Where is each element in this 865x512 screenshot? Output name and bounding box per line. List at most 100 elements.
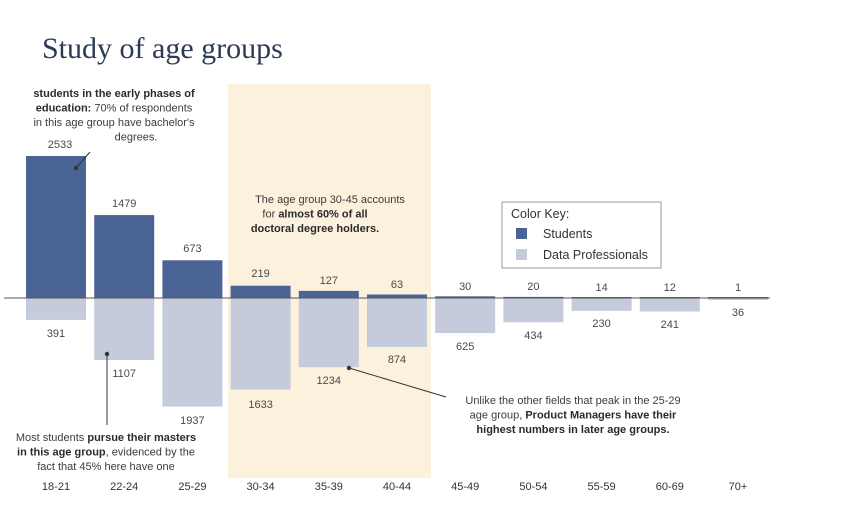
label-data-professionals-45-49: 625: [456, 341, 474, 353]
legend-swatch-data-professionals: [516, 249, 527, 260]
annotation-a1-line-2-part-2: 70% of respondents: [91, 103, 192, 115]
bar-students-22-24: [94, 215, 155, 298]
annotation-a2-line-2-part-1: for: [262, 209, 278, 221]
annotation-a1-line-3: in this age group have bachelor's: [33, 117, 195, 129]
annotation-a3-line-1-part-1: Unlike the other fields that peak in the…: [465, 395, 680, 407]
legend-box: [501, 201, 662, 269]
bar-data-professionals-18-21: [26, 298, 86, 320]
annotation-a2-line-2: for almost 60% of all: [262, 209, 367, 221]
chart-title: Study of age groups: [42, 32, 283, 65]
label-data-professionals-35-39: 1234: [317, 375, 341, 387]
leader-line-18-21: [75, 151, 91, 169]
x-tick-35-39: 35-39: [315, 481, 343, 493]
bar-students-40-44: [367, 294, 427, 298]
label-students-50-54: 20: [527, 281, 539, 293]
label-students-55-59: 14: [595, 282, 607, 294]
annotation-a1-line-4-part-1: degrees.: [115, 132, 158, 144]
legend-swatch-students: [516, 228, 527, 239]
annotation-a4-line-1-part-1: Most students: [16, 432, 88, 444]
label-data-professionals-50-54: 434: [524, 330, 542, 342]
x-tick-22-24: 22-24: [110, 481, 138, 493]
annotation-a4-line-2-part-2: , evidenced by the: [106, 447, 195, 459]
label-data-professionals-22-24: 1107: [112, 368, 136, 380]
legend-label-students: Students: [543, 227, 592, 241]
annotation-a2-line-2-part-2: almost 60% of all: [278, 209, 367, 221]
annotation-a1-line-1: students in the early phases of: [33, 88, 195, 100]
bar-students-18-21: [26, 156, 86, 298]
annotation-a3-line-2: age group, Product Managers have their: [470, 410, 677, 422]
label-data-professionals-55-59: 230: [592, 318, 610, 330]
label-data-professionals-70plus: 36: [732, 307, 744, 319]
annotation-a1: students in the early phases of education…: [33, 88, 195, 144]
annotation-a2-line-3: doctoral degree holders.: [251, 223, 379, 235]
bar-data-professionals-25-29: [162, 298, 223, 407]
bar-students-30-34: [230, 285, 291, 298]
x-tick-70plus: 70+: [729, 481, 748, 493]
annotation-a3-line-2-part-1: age group,: [470, 410, 526, 422]
bar-data-professionals-40-44: [367, 298, 427, 347]
annotation-a3-line-1: Unlike the other fields that peak in the…: [465, 395, 680, 407]
legend: Color Key: Students Data Professionals: [501, 201, 662, 269]
label-students-70plus: 1: [735, 282, 741, 294]
bar-data-professionals-55-59: [571, 298, 632, 311]
bar-data-professionals-22-24: [94, 298, 155, 361]
label-students-18-21: 2533: [48, 139, 72, 151]
annotation-a3-line-2-part-2: Product Managers have their: [525, 410, 677, 422]
bar-students-45-49: [435, 296, 496, 298]
annotation-a4-line-3-part-1: fact that 45% here have one: [37, 461, 175, 473]
annotation-a1-line-1-part-1: students in the early phases of: [33, 88, 195, 100]
bar-students-35-39: [298, 290, 359, 298]
label-students-45-49: 30: [459, 281, 471, 293]
label-students-22-24: 1479: [112, 198, 136, 210]
annotation-a3-line-3: highest numbers in later age groups.: [476, 424, 669, 436]
annotation-a4-line-1: Most students pursue their masters: [16, 432, 196, 444]
label-students-60-69: 12: [664, 282, 676, 294]
x-tick-18-21: 18-21: [42, 481, 70, 493]
label-data-professionals-60-69: 241: [661, 319, 679, 331]
label-students-40-44: 63: [391, 279, 403, 291]
x-tick-40-44: 40-44: [383, 481, 411, 493]
label-data-professionals-30-34: 1633: [248, 399, 272, 411]
leader-dot-35-39: [346, 365, 352, 371]
annotation-a3-line-3-part-1: highest numbers in later age groups.: [476, 424, 669, 436]
annotation-a4: Most students pursue their masters in thi…: [16, 432, 196, 473]
legend-title: Color Key:: [511, 207, 569, 221]
bar-data-professionals-60-69: [639, 298, 700, 312]
annotation-a3: Unlike the other fields that peak in the…: [465, 395, 680, 436]
x-tick-25-29: 25-29: [178, 481, 206, 493]
annotation-a4-line-1-part-2: pursue their masters: [87, 432, 196, 444]
label-students-25-29: 673: [183, 243, 201, 255]
annotation-a2-line-1: The age group 30-45 accounts: [255, 194, 405, 206]
label-data-professionals-18-21: 391: [47, 328, 65, 340]
x-tick-45-49: 45-49: [451, 481, 479, 493]
label-data-professionals-40-44: 874: [388, 354, 406, 366]
annotation-a2-line-1-part-1: The age group 30-45 accounts: [255, 194, 405, 206]
bar-data-professionals-45-49: [435, 298, 496, 334]
label-students-35-39: 127: [320, 275, 338, 287]
bar-data-professionals-70plus: [708, 298, 768, 301]
leader-dot-18-21: [73, 165, 79, 171]
label-data-professionals-25-29: 1937: [180, 415, 204, 427]
annotation-a2: The age group 30-45 accounts for almost 6…: [251, 194, 406, 235]
annotation-a1-line-3-part-1: in this age group have bachelor's: [33, 117, 195, 129]
bar-students-50-54: [503, 296, 564, 298]
annotation-a4-line-2-part-1: in this age group: [17, 447, 106, 459]
highlight-band-30-44: [228, 84, 431, 478]
legend-label-data-professionals: Data Professionals: [543, 248, 648, 262]
x-tick-55-59: 55-59: [588, 481, 616, 493]
leader-line-35-39: [348, 367, 447, 398]
annotation-a2-line-3-part-1: doctoral degree holders.: [251, 223, 379, 235]
annotation-a1-line-2: education: 70% of respondents: [36, 103, 193, 115]
leader-dot-22-24: [104, 351, 110, 357]
bar-data-professionals-30-34: [230, 298, 291, 390]
x-tick-30-34: 30-34: [247, 481, 275, 493]
annotation-a4-line-2: in this age group, evidenced by the: [17, 447, 195, 459]
bar-data-professionals-50-54: [503, 298, 564, 323]
x-tick-50-54: 50-54: [519, 481, 547, 493]
annotation-a1-line-4: degrees.: [115, 132, 158, 144]
label-students-30-34: 219: [251, 268, 269, 280]
annotation-a4-line-3: fact that 45% here have one: [37, 461, 175, 473]
x-tick-60-69: 60-69: [656, 481, 684, 493]
bar-students-25-29: [162, 260, 223, 298]
